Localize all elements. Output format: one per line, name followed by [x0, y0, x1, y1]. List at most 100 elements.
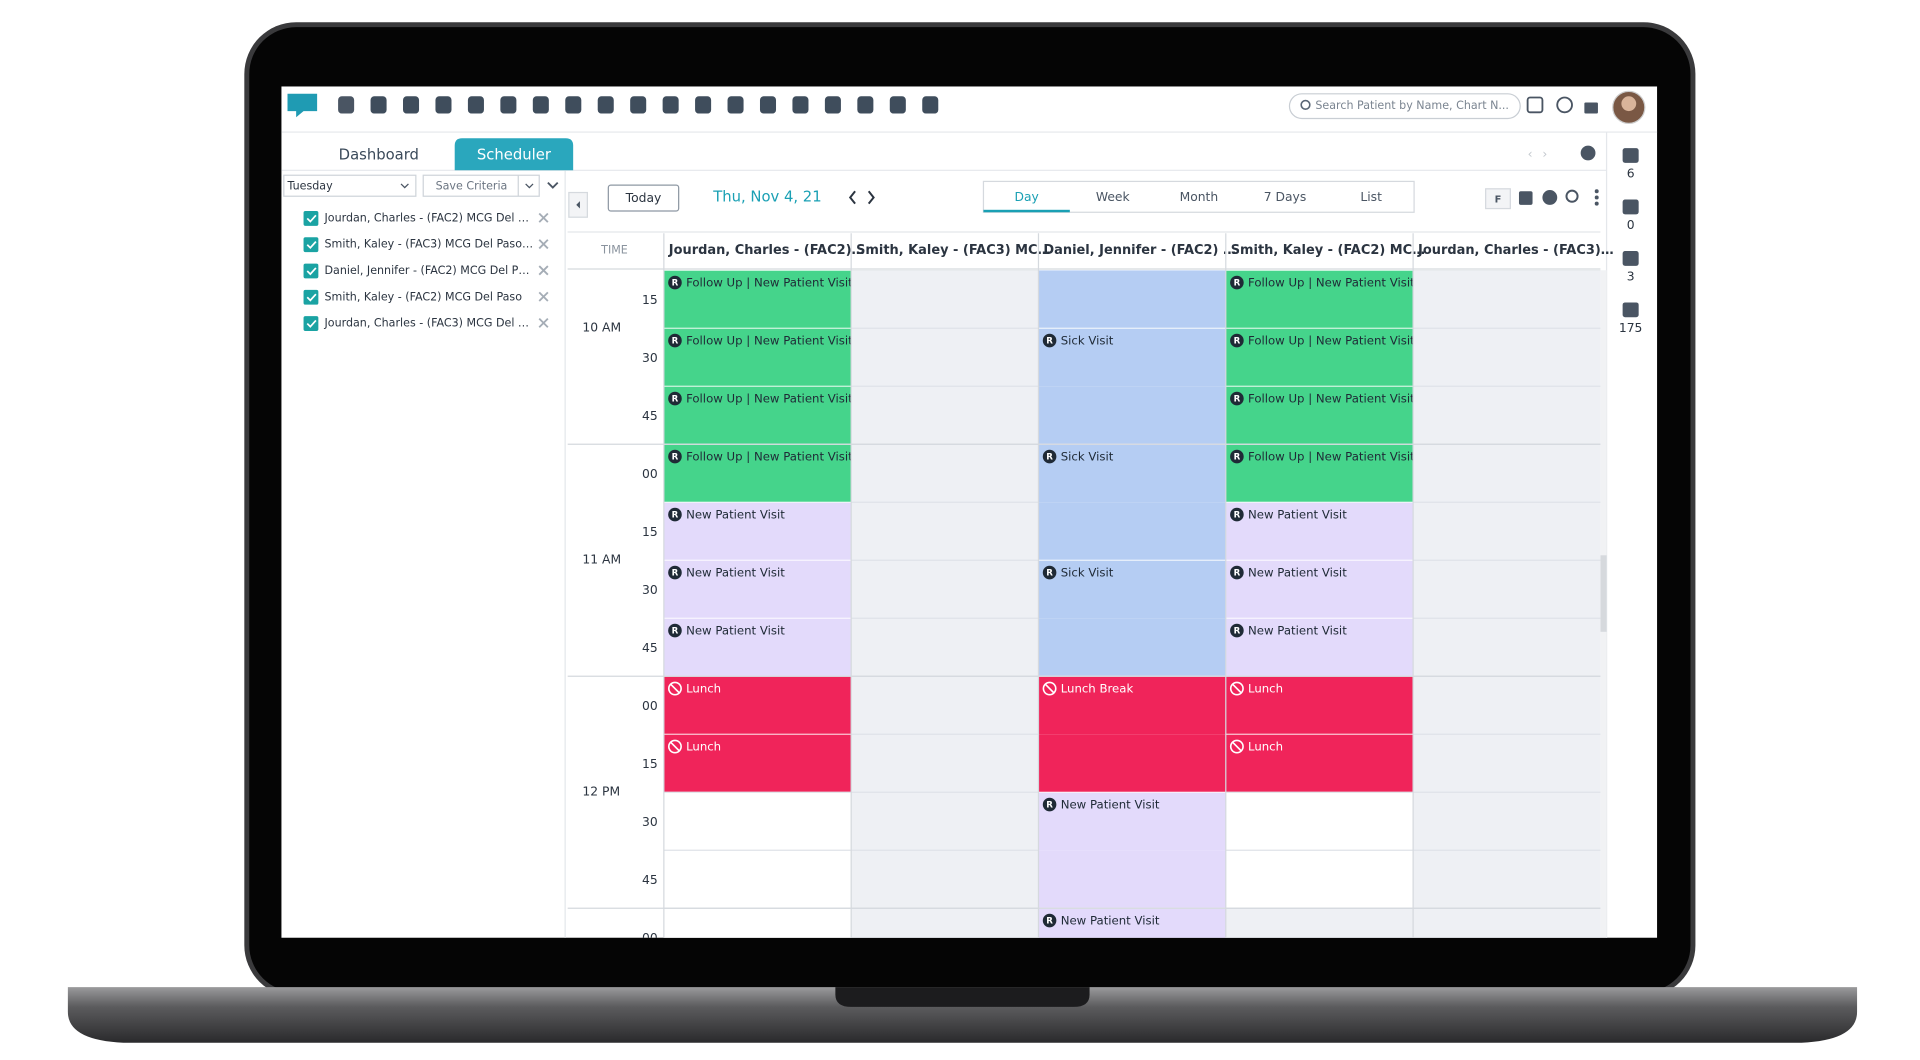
appointment[interactable]: [663, 502, 852, 561]
toolbar-icon[interactable]: [403, 96, 420, 114]
slot[interactable]: [1225, 792, 1414, 851]
appointment[interactable]: [663, 270, 852, 329]
toolbar-icon[interactable]: [759, 96, 777, 114]
provider-checkbox[interactable]: [303, 289, 319, 305]
remove-provider[interactable]: [538, 212, 549, 223]
sidebar-icon[interactable]: [1622, 199, 1639, 215]
logo[interactable]: [287, 93, 318, 118]
view-option[interactable]: 7 Days: [1264, 190, 1307, 204]
toolbar-icon[interactable]: [662, 96, 679, 114]
appointment[interactable]: [1225, 502, 1414, 561]
toolbar-icon[interactable]: [922, 96, 939, 114]
slot[interactable]: [1038, 270, 1226, 329]
slot[interactable]: [851, 792, 1039, 851]
toolbar-icon[interactable]: [435, 96, 452, 114]
today-button[interactable]: [607, 184, 680, 212]
search-box[interactable]: [1288, 93, 1521, 120]
slot[interactable]: [851, 444, 1039, 503]
slot[interactable]: [1413, 270, 1601, 329]
slot[interactable]: [1413, 618, 1601, 677]
toolbar-icon[interactable]: [727, 96, 744, 114]
slot[interactable]: [1413, 792, 1601, 851]
slot[interactable]: [851, 270, 1039, 329]
column-header[interactable]: Jourdan, Charles - (FAC3)…: [1417, 243, 1614, 258]
remove-provider[interactable]: [538, 291, 549, 302]
sidebar-icon[interactable]: [1622, 251, 1639, 266]
prev-day[interactable]: [848, 190, 856, 205]
slot[interactable]: [1038, 618, 1226, 677]
appointment[interactable]: [1225, 270, 1414, 329]
slot[interactable]: [851, 386, 1039, 445]
day-dropdown[interactable]: [283, 174, 417, 197]
remove-provider[interactable]: [538, 317, 549, 328]
slot[interactable]: [851, 850, 1039, 909]
appointment[interactable]: [1038, 444, 1226, 503]
slot[interactable]: [1413, 908, 1601, 966]
appointment[interactable]: [1225, 560, 1414, 619]
column-header[interactable]: Daniel, Jennifer - (FAC2) …: [1043, 243, 1235, 258]
appointment[interactable]: [1225, 734, 1414, 793]
info-icon[interactable]: [1580, 145, 1596, 161]
slot[interactable]: [1413, 328, 1601, 387]
slot[interactable]: [1038, 734, 1226, 793]
appointment[interactable]: [1225, 618, 1414, 677]
slot[interactable]: [851, 618, 1039, 677]
slot[interactable]: [1413, 444, 1601, 503]
remove-provider[interactable]: [538, 239, 549, 250]
more-menu[interactable]: [1594, 189, 1599, 206]
tab[interactable]: Scheduler: [477, 147, 552, 164]
appointment[interactable]: [1038, 560, 1226, 619]
appointment[interactable]: [663, 444, 852, 503]
appointment[interactable]: [663, 386, 852, 445]
toolbar-icon[interactable]: [467, 96, 484, 114]
collapse-filters[interactable]: [547, 181, 559, 189]
appointment[interactable]: [663, 328, 852, 387]
sidebar-icon[interactable]: [1622, 148, 1639, 163]
add-icon[interactable]: [1542, 190, 1558, 205]
slot[interactable]: [1413, 850, 1601, 909]
slot[interactable]: [851, 328, 1039, 387]
provider-checkbox[interactable]: [303, 316, 319, 331]
column-header[interactable]: Smith, Kaley - (FAC3) MC…: [856, 243, 1050, 258]
slot[interactable]: [851, 908, 1039, 966]
toolbar-icon[interactable]: [500, 96, 517, 114]
appointment[interactable]: [1225, 386, 1414, 445]
nav-next[interactable]: ›: [1542, 147, 1547, 161]
view-option[interactable]: Day: [1014, 190, 1038, 204]
appointment[interactable]: [663, 676, 852, 735]
toolbar-icon[interactable]: [695, 96, 712, 114]
slot[interactable]: [663, 850, 852, 909]
slot[interactable]: [1413, 502, 1601, 561]
toolbar-icon[interactable]: [597, 96, 614, 114]
nav-prev[interactable]: ‹: [1528, 147, 1533, 161]
appointment[interactable]: [1225, 444, 1414, 503]
provider-checkbox[interactable]: [303, 237, 319, 253]
appointment[interactable]: [663, 560, 852, 619]
slot[interactable]: [1413, 386, 1601, 445]
column-header[interactable]: Jourdan, Charles - (FAC2)…: [668, 243, 865, 258]
appointment[interactable]: [1038, 676, 1226, 735]
calendar-icon[interactable]: [1526, 96, 1544, 114]
help-icon[interactable]: [1556, 96, 1573, 114]
toolbar-icon[interactable]: [630, 96, 647, 114]
slot[interactable]: [1413, 560, 1601, 619]
appointment[interactable]: [663, 734, 852, 793]
appointment[interactable]: [663, 618, 852, 677]
view-option[interactable]: Week: [1096, 190, 1131, 204]
slot[interactable]: [663, 792, 852, 851]
appointment[interactable]: [1038, 792, 1226, 851]
slot[interactable]: [851, 560, 1039, 619]
view-option[interactable]: List: [1360, 190, 1382, 204]
view-option[interactable]: Month: [1180, 190, 1219, 204]
toolbar-icon[interactable]: [338, 96, 355, 114]
slot[interactable]: [1038, 386, 1226, 445]
toolbar-icon[interactable]: [792, 96, 809, 114]
f-button[interactable]: [1485, 188, 1511, 210]
toolbar-icon[interactable]: [889, 96, 906, 114]
toolbar-icon[interactable]: [532, 96, 549, 114]
slot[interactable]: [663, 908, 852, 966]
tab[interactable]: Dashboard: [339, 147, 419, 164]
remove-provider[interactable]: [538, 265, 549, 276]
sidebar-icon[interactable]: [1622, 302, 1639, 318]
toolbar-icon[interactable]: [565, 96, 582, 114]
